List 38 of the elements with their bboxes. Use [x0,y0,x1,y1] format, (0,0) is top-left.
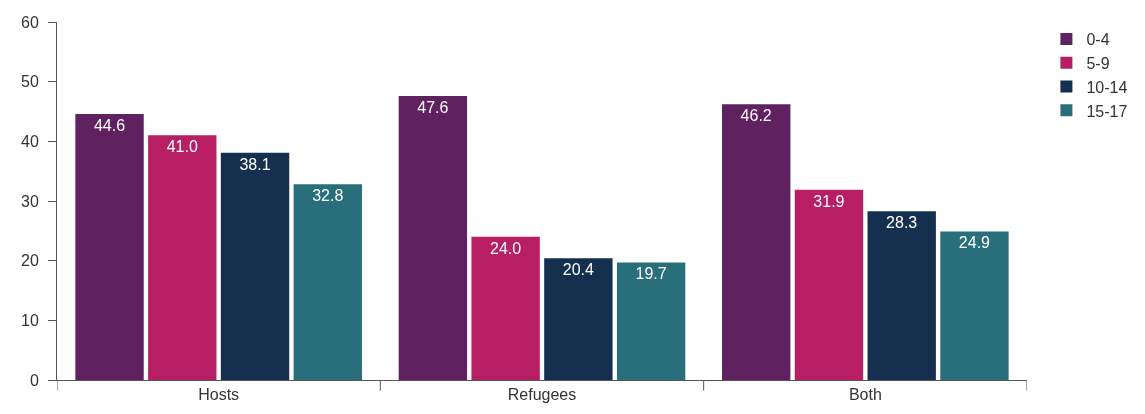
x-tick-label: Both [848,386,882,404]
bar [867,211,936,380]
y-tick-label: 60 [21,13,39,31]
bar [220,152,290,380]
bar [616,262,686,380]
data-label: 20.4 [562,261,594,279]
legend-label: 10-14 [1086,78,1128,96]
bar [544,258,613,380]
data-label: 32.8 [312,187,344,205]
bar [940,231,1009,380]
x-tick-label: Refugees [507,386,577,404]
bar [722,104,791,380]
data-label: 44.6 [93,116,126,134]
data-label: 19.7 [635,265,667,283]
data-label: 24.0 [490,239,522,257]
data-label: 41.0 [166,138,198,156]
y-tick-label: 0 [29,371,39,389]
bar [148,135,217,380]
bar [75,113,144,380]
data-label: 47.6 [417,98,449,116]
legend-label: 15-17 [1086,102,1128,120]
y-tick-label: 50 [21,73,39,91]
y-tick-label: 40 [21,132,39,150]
data-label: 31.9 [813,192,845,210]
data-label: 28.3 [886,214,918,232]
x-tick-label: Hosts [198,386,240,404]
y-tick-label: 10 [21,311,39,329]
bar [471,236,540,380]
y-tick-label: 20 [21,252,39,270]
y-tick-label: 30 [21,192,39,210]
data-label: 24.9 [958,234,991,252]
data-label: 38.1 [239,155,271,173]
legend-label: 0-4 [1086,31,1110,49]
legend-label: 5-9 [1086,54,1110,72]
bar [293,184,362,380]
bar [398,95,468,380]
data-label: 46.2 [740,107,772,125]
bar [794,189,864,380]
